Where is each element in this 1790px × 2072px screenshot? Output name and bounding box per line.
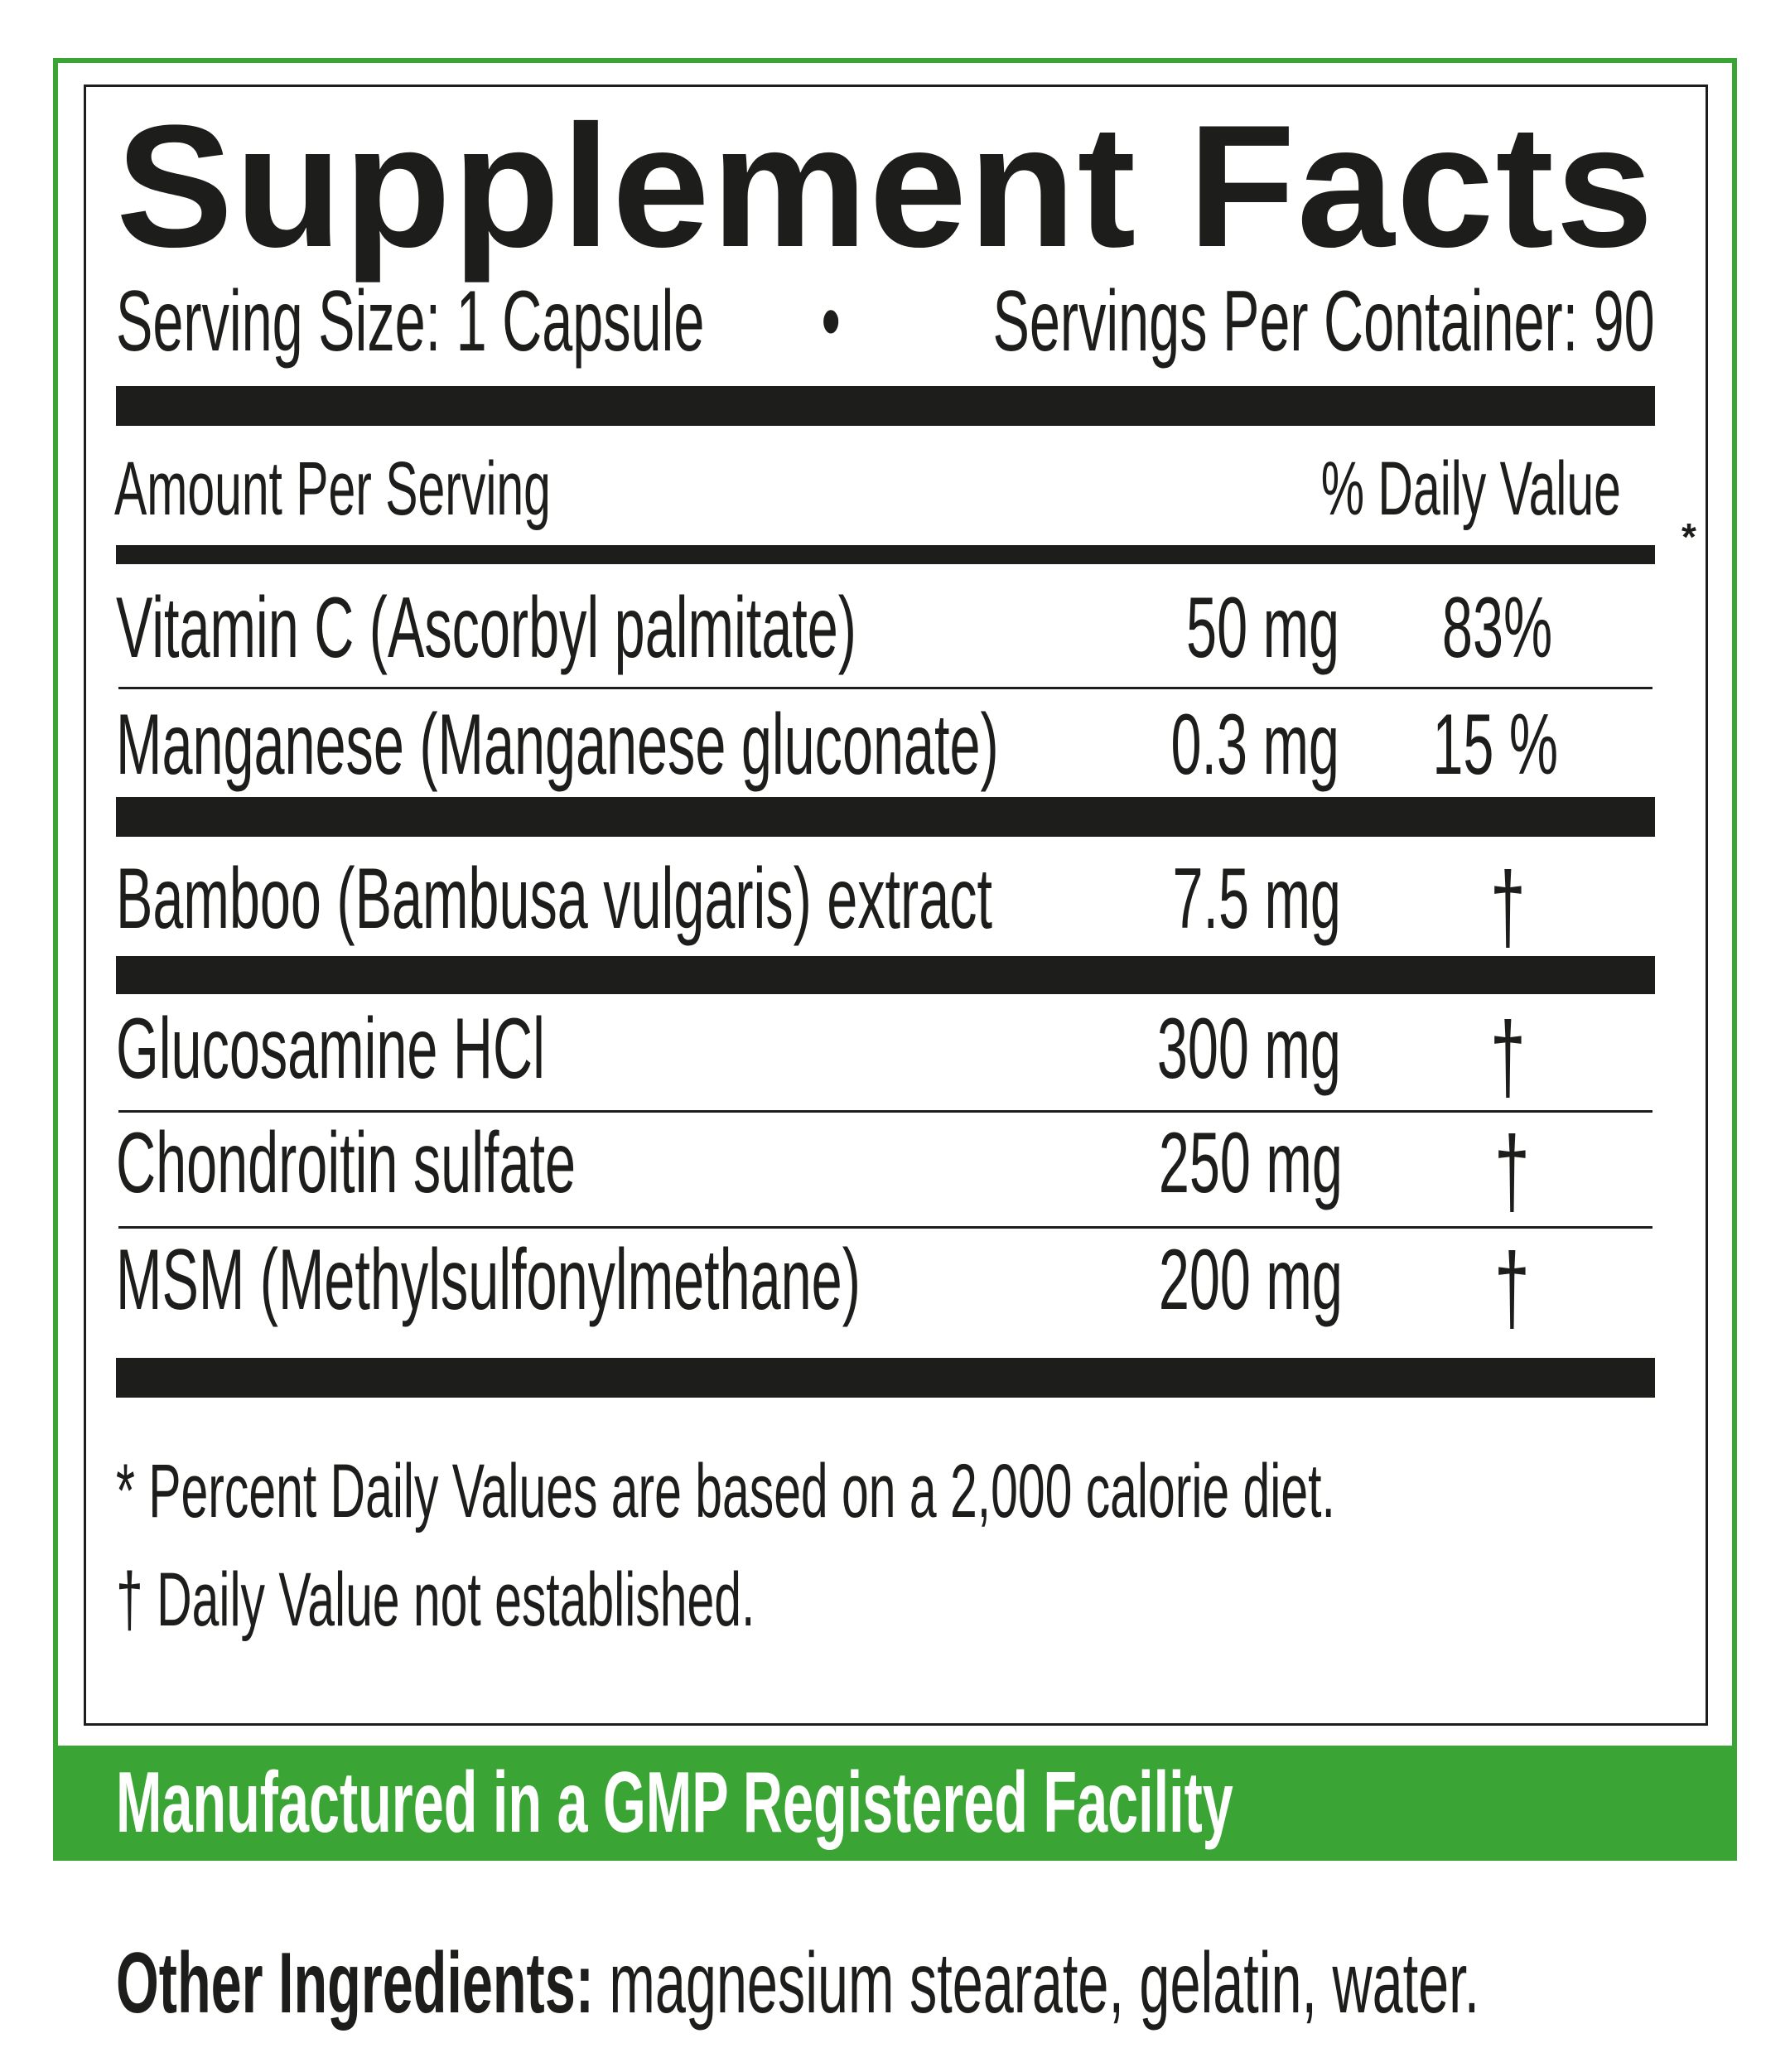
ingredient-name: Bamboo (Bambusa vulgaris) extract: [116, 851, 993, 947]
divider-thick: [116, 797, 1655, 837]
other-ingredients-value: magnesium stearate, gelatin, water.: [593, 1935, 1480, 2031]
footnote-percent-daily-values: * Percent Daily Values are based on a 2,…: [116, 1449, 1335, 1533]
panel-title: Supplement Facts: [116, 89, 1656, 283]
gmp-banner-text: Manufactured in a GMP Registered Facilit…: [116, 1755, 1233, 1851]
footnote-dagger: † Daily Value not established.: [116, 1558, 755, 1642]
divider-medium: [116, 545, 1655, 564]
gmp-banner: [53, 1746, 1737, 1861]
other-ingredients-label: Other Ingredients:: [116, 1935, 594, 2031]
divider-thick: [116, 386, 1655, 426]
ingredient-name: Manganese (Manganese gluconate): [116, 697, 999, 793]
divider-thin: [118, 687, 1652, 689]
dagger-daily-value: †: [1494, 1116, 1530, 1227]
supplement-facts-panel: [84, 85, 1708, 1726]
divider-thick: [116, 1358, 1655, 1398]
ingredient-amount: 200 mg: [1158, 1232, 1343, 1328]
dagger-daily-value: †: [1490, 1002, 1526, 1113]
other-ingredients: Other Ingredients: magnesium stearate, g…: [116, 1940, 1479, 2026]
ingredient-name: MSM (Methylsulfonylmethane): [116, 1232, 861, 1328]
ingredient-amount: 50 mg: [1186, 580, 1339, 676]
ingredient-name: Glucosamine HCl: [116, 1001, 545, 1097]
ingredient-amount: 300 mg: [1156, 1001, 1341, 1097]
ingredient-amount: 7.5 mg: [1172, 851, 1341, 947]
ingredient-daily-value: 83%: [1441, 580, 1552, 676]
divider-thin: [118, 1110, 1652, 1113]
daily-value-header: % Daily Value: [1320, 447, 1621, 531]
dagger-daily-value: †: [1490, 852, 1526, 963]
servings-per-container: Servings Per Container: 90: [992, 273, 1655, 369]
ingredient-name: Chondroitin sulfate: [116, 1115, 577, 1211]
separator-bullet: •: [821, 273, 841, 369]
ingredient-daily-value: 15 %: [1432, 697, 1558, 793]
ingredient-amount: 250 mg: [1158, 1115, 1343, 1211]
ingredient-amount: 0.3 mg: [1170, 697, 1339, 793]
divider-thick: [116, 956, 1655, 994]
divider-thin: [118, 1226, 1652, 1229]
ingredient-name: Vitamin C (Ascorbyl palmitate): [116, 580, 856, 676]
dagger-daily-value: †: [1494, 1233, 1530, 1344]
serving-size: Serving Size: 1 Capsule: [116, 273, 705, 369]
amount-per-serving-header: Amount Per Serving: [114, 447, 551, 531]
asterisk-note: *: [1681, 515, 1696, 558]
